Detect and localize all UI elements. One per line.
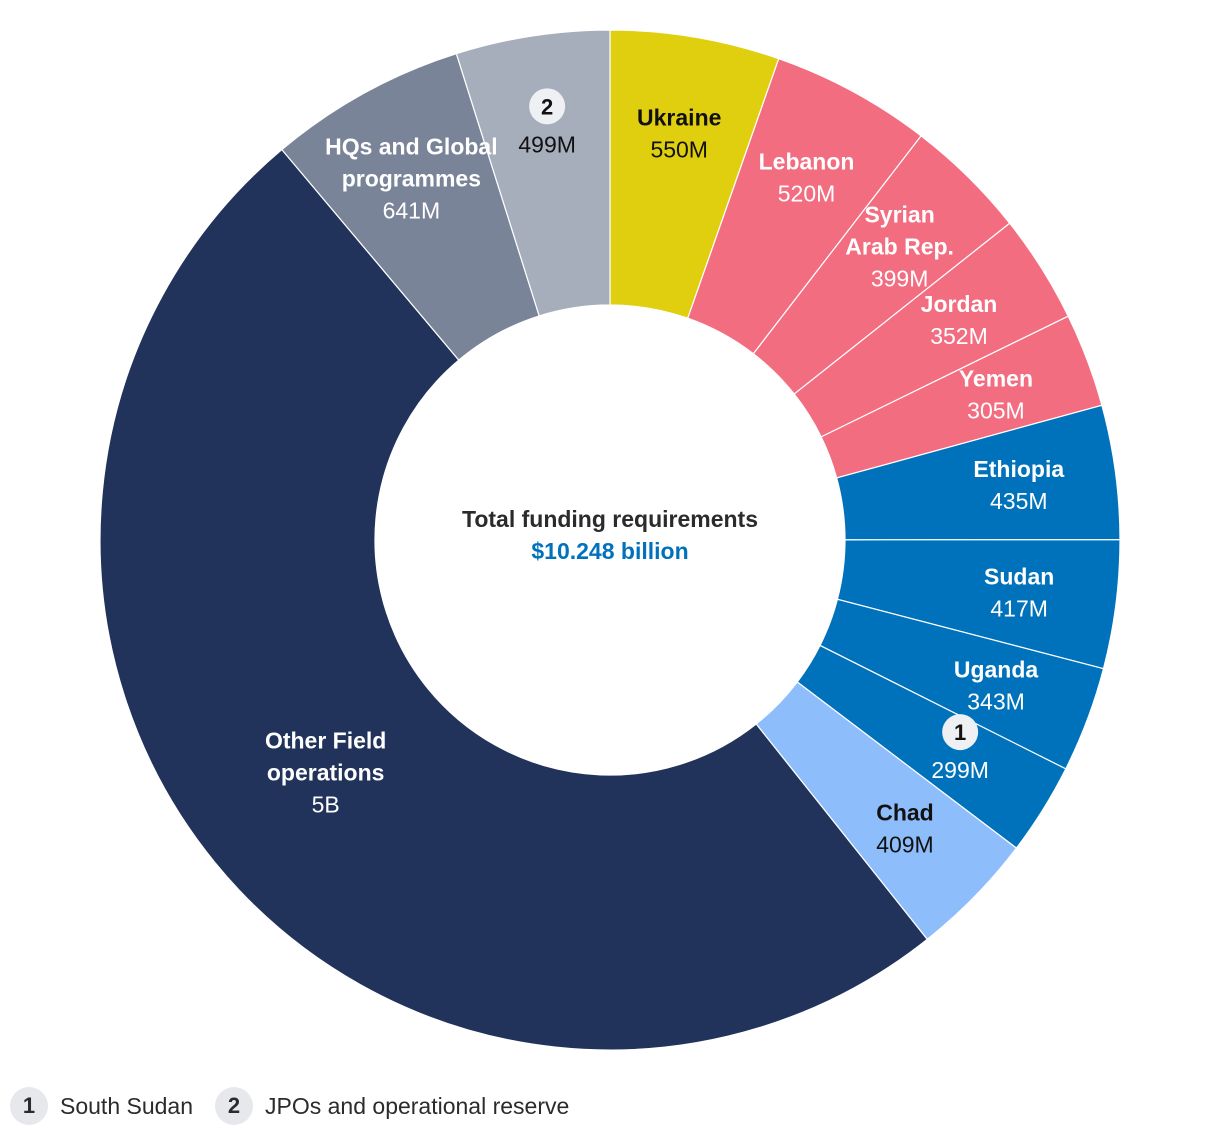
- slice-name: Jordan: [921, 291, 998, 317]
- slice-value: 399M: [871, 265, 929, 291]
- center-value: $10.248 billion: [531, 538, 688, 564]
- slice-value: 550M: [650, 136, 708, 162]
- slice-label: 1 299M: [931, 714, 989, 783]
- slice-name: Sudan: [984, 563, 1054, 589]
- slice-name: operations: [267, 759, 385, 785]
- slice-name: Chad: [876, 799, 934, 825]
- slice-jpos-reserve: [455, 29, 611, 317]
- badge-circle: [942, 714, 979, 751]
- slice-value: 520M: [778, 180, 836, 206]
- slice-value: 417M: [990, 595, 1048, 621]
- badge-number: 2: [541, 94, 553, 119]
- slice-name: programmes: [342, 165, 481, 191]
- slice-label: Syrian Arab Rep. 399M: [845, 201, 954, 291]
- slice-name: Lebanon: [759, 148, 855, 174]
- slice-value: 343M: [967, 688, 1025, 714]
- slice-name: Yemen: [959, 365, 1033, 391]
- legend-badge: 2: [215, 1087, 254, 1125]
- slice-value: 5B: [312, 791, 340, 817]
- slice-value: 435M: [990, 488, 1048, 514]
- slice-value: 409M: [876, 831, 934, 857]
- legend-item-south-sudan: 1 South Sudan: [10, 1087, 193, 1125]
- slice-label: 2 499M: [518, 88, 576, 157]
- slice-name: Other Field: [265, 727, 386, 753]
- slice-value: 641M: [383, 197, 441, 223]
- donut-slices: [99, 29, 1121, 1051]
- slice-name: HQs and Global: [325, 133, 498, 159]
- slice-label: Yemen 305M: [959, 365, 1033, 423]
- legend-badge: 1: [10, 1087, 48, 1125]
- slice-label: HQs and Global programmes 641M: [325, 133, 498, 223]
- slice-label: Other Field operations 5B: [265, 727, 386, 817]
- slice-label: Uganda 343M: [954, 656, 1039, 714]
- slice-value: 499M: [518, 131, 576, 157]
- slice-name: Uganda: [954, 656, 1039, 682]
- slice-name: Ukraine: [637, 104, 721, 130]
- slice-label: Ukraine 550M: [637, 104, 721, 162]
- slice-name: Arab Rep.: [845, 233, 954, 259]
- slice-name: Syrian: [864, 201, 934, 227]
- slice-labels: Ukraine 550M Lebanon 520M Syrian Arab Rep. 399…: [265, 88, 1064, 857]
- slice-other-field-operations: [99, 148, 929, 1051]
- legend-label: JPOs and operational reserve: [265, 1092, 570, 1119]
- center-title: Total funding requirements: [462, 506, 758, 532]
- legend: 1 South Sudan 2 JPOs and operational res…: [10, 1087, 591, 1125]
- slice-value: 352M: [930, 323, 988, 349]
- slice-label: Chad 409M: [876, 799, 934, 857]
- badge-number: 1: [954, 720, 966, 745]
- legend-label: South Sudan: [60, 1092, 194, 1119]
- legend-item-jpos: 2 JPOs and operational reserve: [215, 1087, 569, 1125]
- slice-value: 305M: [967, 397, 1025, 423]
- slice-label: Sudan 417M: [984, 563, 1054, 621]
- slice-label: Lebanon 520M: [759, 148, 855, 206]
- slice-label: Jordan 352M: [921, 291, 998, 349]
- slice-label: Ethiopia 435M: [973, 456, 1064, 514]
- donut-chart: Ukraine 550M Lebanon 520M Syrian Arab Rep. 399…: [99, 29, 1121, 1051]
- slice-value: 299M: [931, 757, 989, 783]
- slice-name: Ethiopia: [973, 456, 1064, 482]
- badge-circle: [529, 88, 566, 125]
